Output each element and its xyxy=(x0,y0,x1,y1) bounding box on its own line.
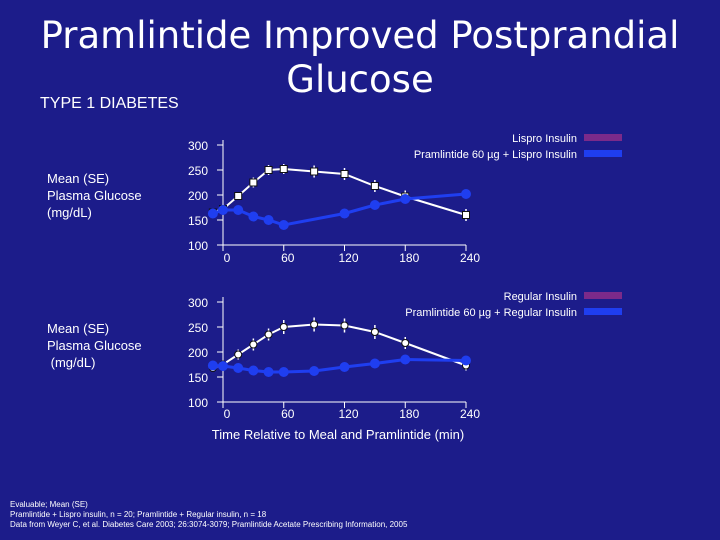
data-point xyxy=(370,328,379,336)
chart-panel-lispro: 100 150 200 250 300 0 60 120 180 240 Lispro Insuli… xyxy=(188,133,622,265)
x-tick-label: 0 xyxy=(224,251,231,265)
series-line xyxy=(212,167,467,216)
x-tick-label: 60 xyxy=(281,407,295,421)
x-tick-label: 120 xyxy=(338,407,358,421)
y-tick-label: 150 xyxy=(188,371,208,385)
footer-notes: Evaluable; Mean (SE) Pramlintide + Lispr… xyxy=(10,500,407,530)
y-tick-label: 150 xyxy=(188,214,208,228)
legend-swatch xyxy=(584,308,622,315)
y-tick-label: 100 xyxy=(188,396,208,410)
data-point xyxy=(248,365,259,376)
data-point xyxy=(400,194,411,204)
footer-line: Pramlintide + Lispro insulin, n = 20; Pr… xyxy=(10,510,267,519)
x-tick-label: 180 xyxy=(399,407,419,421)
legend-label: Lispro Insulin xyxy=(512,133,577,145)
data-point xyxy=(401,339,410,347)
legend-swatch xyxy=(584,134,622,141)
data-point xyxy=(339,362,350,372)
data-point xyxy=(207,208,218,219)
y-tick-label: 200 xyxy=(188,189,208,203)
data-point xyxy=(249,178,258,187)
legend-label: Pramlintide 60 µg + Regular Insulin xyxy=(405,307,577,319)
data-point xyxy=(310,167,319,176)
data-point xyxy=(278,367,289,377)
data-point xyxy=(263,367,274,377)
data-point xyxy=(264,166,273,174)
y-tick-label: 100 xyxy=(188,239,208,253)
data-point xyxy=(234,350,243,359)
footer-line: Data from Weyer C, et al. Diabetes Care … xyxy=(10,520,408,529)
slide-subtitle: TYPE 1 DIABETES xyxy=(40,95,179,112)
data-point xyxy=(248,211,259,222)
data-point xyxy=(461,189,471,199)
data-point xyxy=(234,192,243,200)
data-point xyxy=(249,340,258,349)
slide-title-line1: Pramlintide Improved Postprandial xyxy=(40,14,680,57)
legend-label: Pramlintide 60 µg + Lispro Insulin xyxy=(414,149,577,161)
data-point xyxy=(278,220,289,230)
x-tick-label: 240 xyxy=(460,251,480,265)
slide-title-line2: Glucose xyxy=(286,58,434,101)
legend-swatch xyxy=(584,292,622,299)
data-point xyxy=(207,360,218,371)
data-point xyxy=(218,205,228,215)
chart-panel-regular: 100 150 200 250 300 0 60 120 180 240 Regular Insul… xyxy=(188,291,622,421)
legend-swatch xyxy=(584,150,622,157)
x-tick-label: 60 xyxy=(281,251,295,265)
data-point xyxy=(279,165,288,173)
y-tick-label: 300 xyxy=(188,296,208,310)
series-line xyxy=(212,192,467,227)
data-point xyxy=(279,323,288,331)
data-point xyxy=(340,170,349,178)
x-axis-label: Time Relative to Meal and Pramlintide (m… xyxy=(212,427,464,442)
footer-line: Evaluable; Mean (SE) xyxy=(10,500,88,509)
x-tick-label: 240 xyxy=(460,407,480,421)
data-point xyxy=(370,182,379,190)
data-point xyxy=(310,320,319,329)
data-point xyxy=(369,358,380,369)
y-tick-label: 200 xyxy=(188,346,208,360)
data-point xyxy=(461,355,471,366)
legend-label: Regular Insulin xyxy=(504,291,577,303)
x-tick-label: 0 xyxy=(224,407,231,421)
y-tick-label: 300 xyxy=(188,139,208,153)
data-point xyxy=(263,215,274,225)
data-point xyxy=(218,361,228,371)
data-point xyxy=(233,363,244,373)
data-point xyxy=(309,366,320,376)
data-point xyxy=(400,354,411,365)
data-point xyxy=(339,208,350,219)
data-point xyxy=(462,211,470,219)
data-point xyxy=(369,200,380,210)
data-point xyxy=(233,205,244,215)
ylabel-panel-2: Mean (SE) Plasma Glucose (mg/dL) xyxy=(47,321,142,370)
data-point xyxy=(264,330,273,339)
ylabel-panel-1: Mean (SE) Plasma Glucose (mg/dL) xyxy=(47,171,142,220)
x-tick-label: 180 xyxy=(399,251,419,265)
slide-title: Pramlintide Improved Postprandial Glucos… xyxy=(20,14,700,102)
data-point xyxy=(340,321,349,330)
y-tick-label: 250 xyxy=(188,321,208,335)
y-tick-label: 250 xyxy=(188,164,208,178)
x-tick-label: 120 xyxy=(338,251,358,265)
